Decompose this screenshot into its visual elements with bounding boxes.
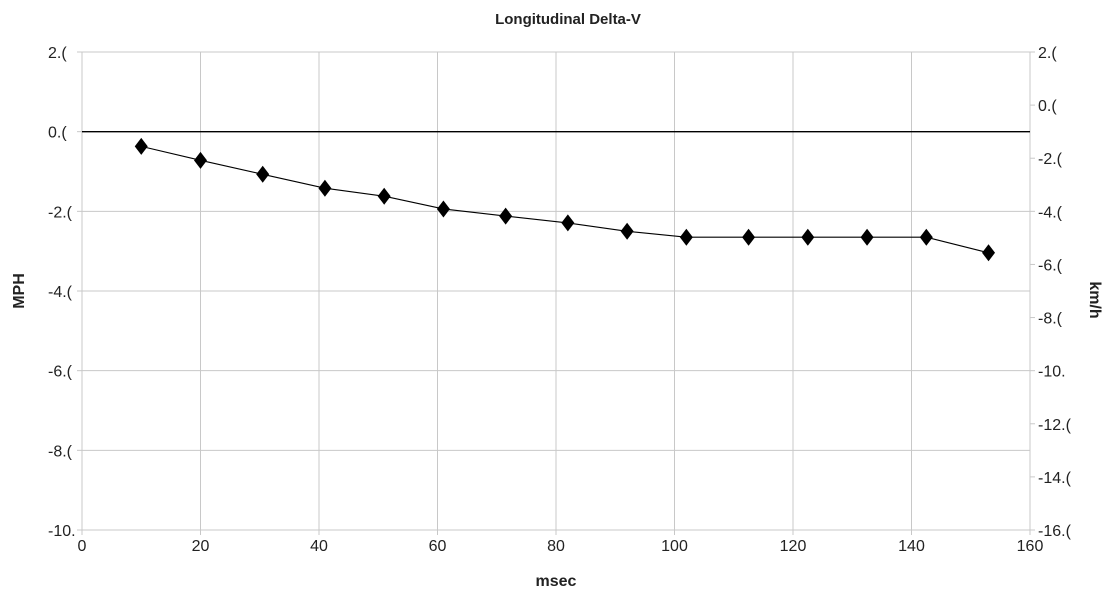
y-left-tick-label: -2.(: [48, 204, 73, 221]
data-point: [982, 244, 996, 262]
tick-labels: 0 20 40 60 80 100 120 140 160 2.( 0.( -2.( -4.( -6.( -…: [48, 45, 1072, 555]
x-tick-label: 120: [780, 538, 807, 555]
y-left-tick-label: 2.(: [48, 45, 67, 62]
y-left-tick-label: -8.(: [48, 443, 73, 460]
data-point: [436, 200, 450, 218]
y-right-tick-label: -6.(: [1038, 257, 1063, 274]
y-axis-label-left: MPH: [11, 273, 28, 309]
y-right-tick-label: 2.(: [1038, 45, 1057, 62]
x-tick-label: 160: [1017, 538, 1044, 555]
data-point: [801, 228, 815, 246]
y-right-tick-label: -2.(: [1038, 151, 1063, 168]
plot-frame: [81, 51, 1031, 531]
data-point: [620, 222, 634, 240]
y-left-tick-label: -10.: [48, 523, 76, 540]
x-tick-label: 20: [192, 538, 210, 555]
y-left-tick-label: 0.(: [48, 125, 67, 142]
y-left-tick-label: -4.(: [48, 284, 73, 301]
y-axis-label-right: km/h: [1086, 281, 1103, 318]
y-right-tick-label: -10.: [1038, 364, 1066, 381]
data-point: [679, 228, 693, 246]
y-right-tick-label: -8.(: [1038, 311, 1063, 328]
y-right-tick-label: -4.(: [1038, 204, 1063, 221]
x-tick-label: 140: [898, 538, 925, 555]
y-right-tick-label: -16.(: [1038, 523, 1072, 540]
chart-title: Longitudinal Delta-V: [495, 11, 641, 28]
grid-lines: [77, 51, 1035, 535]
data-point: [561, 214, 575, 232]
data-point: [134, 137, 148, 155]
x-tick-label: 60: [429, 538, 447, 555]
x-tick-label: 80: [547, 538, 565, 555]
data-point: [318, 179, 332, 197]
data-point: [499, 207, 513, 225]
y-right-tick-label: -14.(: [1038, 470, 1072, 487]
y-right-tick-label: 0.(: [1038, 98, 1057, 115]
data-point: [919, 228, 933, 246]
data-point: [194, 151, 207, 169]
data-point: [256, 165, 270, 183]
y-left-tick-label: -6.(: [48, 364, 73, 381]
x-axis-label: msec: [536, 573, 577, 590]
x-tick-label: 100: [661, 538, 688, 555]
series-layer: [134, 137, 996, 262]
data-point: [860, 228, 874, 246]
plot-border: [81, 51, 1031, 531]
x-tick-label: 40: [310, 538, 328, 555]
data-point: [742, 228, 756, 246]
data-point: [377, 187, 391, 205]
x-tick-label: 0: [78, 538, 87, 555]
y-right-tick-label: -12.(: [1038, 417, 1072, 434]
